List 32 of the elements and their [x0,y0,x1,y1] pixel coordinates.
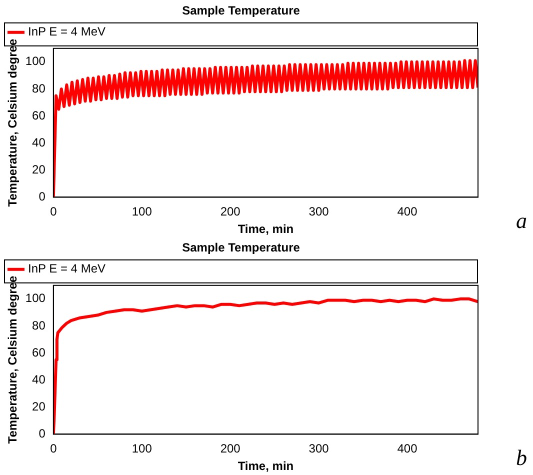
y-axis-title: Temperature, Celsium degree [6,276,20,444]
x-axis-title: Time, min [238,222,294,236]
x-tick-label: 100 [132,442,152,456]
text: a [516,208,527,233]
x-tick-label: 300 [308,442,330,456]
x-tick-label: 400 [397,204,418,219]
x-tick-label: 0 [50,442,58,456]
y-tick-label: 80 [32,318,46,332]
y-axis-title: Temperature, Celsium degree [6,38,20,207]
chart-title: Sample Temperature [182,240,300,255]
y-tick-label: 100 [25,54,46,68]
x-tick-label: 200 [220,442,241,456]
y-tick-label: 20 [32,162,46,176]
text: b [516,444,527,470]
y-tick-label: 60 [32,108,46,122]
x-tick-label: 300 [308,204,330,219]
y-tick-label: 0 [38,426,46,441]
x-tick-label: 100 [132,204,152,219]
y-tick-label: 0 [38,190,46,204]
legend-label: InP E = 4 MeV [28,262,106,276]
y-tick-label: 100 [25,291,46,306]
y-tick-label: 20 [32,399,46,414]
x-tick-label: 0 [50,204,58,219]
y-tick-label: 60 [32,345,46,360]
y-tick-label: 40 [32,135,46,150]
y-tick-label: 40 [32,372,46,386]
legend-label: InP E = 4 MeV [28,24,106,39]
y-tick-label: 80 [32,81,46,96]
x-tick-label: 200 [220,204,241,219]
chart-title: Sample Temperature [182,4,300,18]
x-axis-title: Time, min [238,459,294,474]
x-tick-label: 400 [397,442,418,456]
